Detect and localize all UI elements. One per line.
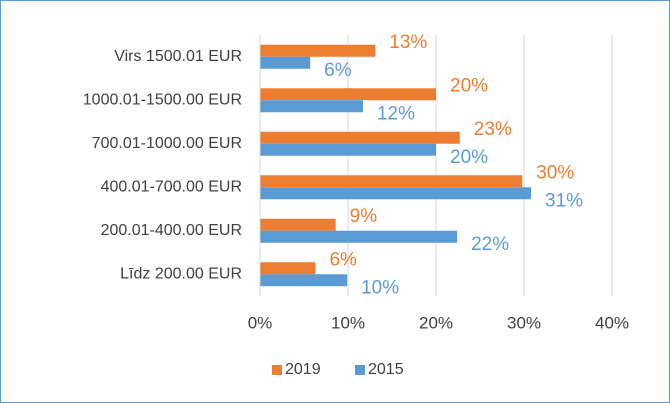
bar <box>260 143 436 156</box>
x-tick-label: 40% <box>595 313 629 332</box>
x-tick-label: 20% <box>419 313 453 332</box>
data-label: 6% <box>329 249 357 270</box>
data-label: 20% <box>450 75 488 96</box>
data-label: 10% <box>361 277 399 298</box>
bar <box>260 131 460 144</box>
x-tick-label: 10% <box>331 313 365 332</box>
data-label: 9% <box>350 206 378 227</box>
legend-label: 2015 <box>368 361 404 378</box>
bar <box>260 262 316 275</box>
bar <box>260 88 436 101</box>
bar <box>260 274 348 287</box>
data-label: 12% <box>377 103 415 124</box>
legend-label: 2019 <box>285 361 321 378</box>
x-tick-label: 30% <box>507 313 541 332</box>
y-tick-label: Līdz 200.00 EUR <box>120 265 242 282</box>
data-label: 31% <box>545 190 583 211</box>
data-label: 20% <box>450 147 488 168</box>
data-label: 13% <box>389 32 427 53</box>
bar <box>260 56 311 69</box>
x-tick-label: 0% <box>248 313 273 332</box>
bar <box>260 230 458 243</box>
bar <box>260 187 532 200</box>
bar <box>260 44 376 57</box>
bar <box>260 218 336 231</box>
y-tick-label: 400.01-700.00 EUR <box>101 178 242 195</box>
data-label: 22% <box>471 234 509 255</box>
legend-swatch <box>355 365 365 375</box>
legend-swatch <box>272 365 282 375</box>
data-label: 30% <box>536 162 574 183</box>
bar <box>260 100 363 113</box>
bar <box>260 175 523 188</box>
y-tick-label: 1000.01-1500.00 EUR <box>83 91 242 108</box>
data-label: 6% <box>324 60 352 81</box>
y-tick-label: 700.01-1000.00 EUR <box>92 135 242 152</box>
data-label: 23% <box>474 119 512 140</box>
y-tick-label: 200.01-400.00 EUR <box>101 222 242 239</box>
y-tick-label: Virs 1500.01 EUR <box>114 48 242 65</box>
